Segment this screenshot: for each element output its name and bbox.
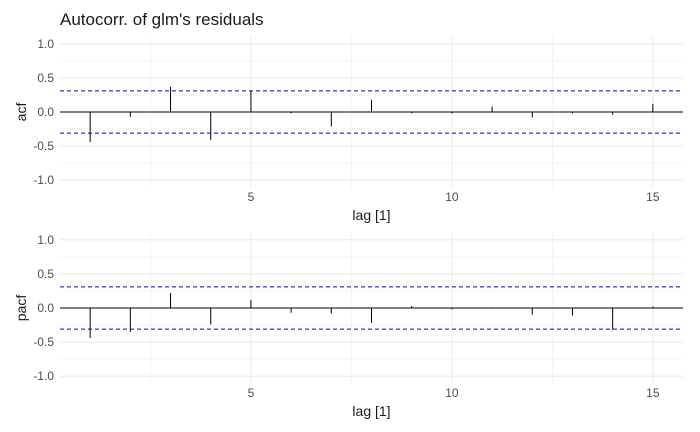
y-tick-label: 0.0 bbox=[37, 105, 54, 119]
acf-panel: -1.0 -0.5 0.0 0.5 1.0 5 10 15 lag [1] acf bbox=[13, 37, 683, 223]
y-tick-label: 1.0 bbox=[37, 37, 54, 51]
y-tick-label: -1.0 bbox=[33, 173, 54, 187]
y-tick-label: -0.5 bbox=[33, 335, 54, 349]
y-tick-label: 1.0 bbox=[37, 233, 54, 247]
x-tick-label: 10 bbox=[445, 386, 459, 400]
chart-title: Autocorr. of glm's residuals bbox=[60, 10, 264, 29]
x-tick-label: 15 bbox=[646, 190, 660, 204]
y-tick-label: -0.5 bbox=[33, 139, 54, 153]
y-axis-title: acf bbox=[13, 103, 29, 122]
y-tick-label: 0.0 bbox=[37, 301, 54, 315]
x-axis-title: lag [1] bbox=[352, 207, 390, 223]
x-tick-label: 15 bbox=[646, 386, 660, 400]
y-tick-label: -1.0 bbox=[33, 369, 54, 383]
x-tick-label: 5 bbox=[248, 190, 255, 204]
x-tick-label: 5 bbox=[248, 386, 255, 400]
y-tick-label: 0.5 bbox=[37, 71, 54, 85]
y-tick-label: 0.5 bbox=[37, 267, 54, 281]
x-tick-label: 10 bbox=[445, 190, 459, 204]
x-axis-title: lag [1] bbox=[352, 403, 390, 419]
pacf-panel: -1.0 -0.5 0.0 0.5 1.0 5 10 15 lag [1] pacf bbox=[13, 233, 683, 419]
y-axis-title: pacf bbox=[13, 295, 29, 322]
